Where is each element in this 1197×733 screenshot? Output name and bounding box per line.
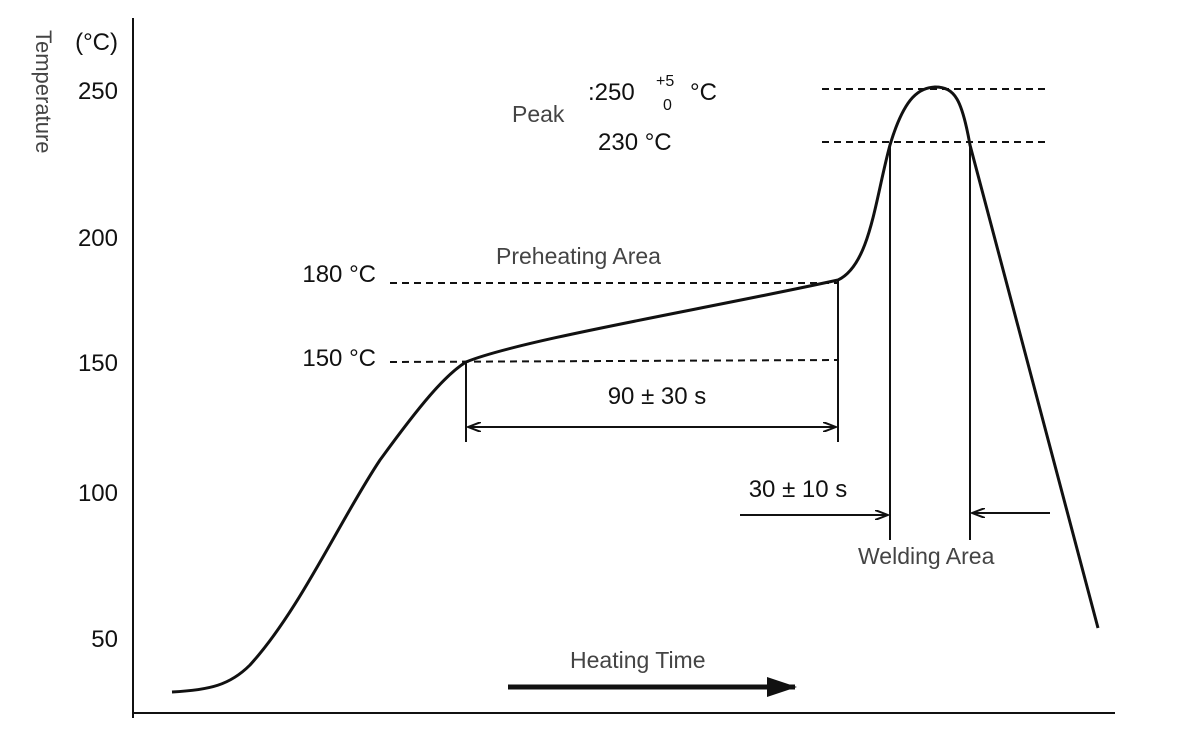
tick-label: 200: [78, 225, 118, 252]
preheat-duration: 90 ± 30 s: [608, 383, 707, 410]
welding-duration: 30 ± 10 s: [749, 476, 848, 503]
tick-label: 50: [91, 626, 118, 653]
profile-curve: [171, 85, 1100, 694]
peak-value: :250: [588, 79, 635, 106]
preheat-upper: 180 °C: [302, 261, 376, 288]
peak-tolerance: 0: [663, 97, 672, 114]
peak-tolerance: +5: [656, 73, 674, 90]
tick-label: 100: [78, 480, 118, 507]
peak-label: Peak: [512, 101, 565, 127]
axes: [132, 18, 1115, 718]
axis-title: Temperature: [31, 30, 56, 154]
tick-label: 250: [78, 78, 118, 105]
x-axis-title: Heating Time: [570, 647, 706, 673]
peak-lower: 230 °C: [598, 129, 672, 156]
peak-unit: °C: [690, 79, 717, 106]
preheat-lower: 150 °C: [302, 345, 376, 372]
welding-label: Welding Area: [858, 543, 995, 569]
guide-line: [389, 359, 839, 363]
tick-label: 150: [78, 350, 118, 377]
preheat-label: Preheating Area: [496, 243, 661, 269]
axis-unit: (°C): [75, 29, 118, 56]
